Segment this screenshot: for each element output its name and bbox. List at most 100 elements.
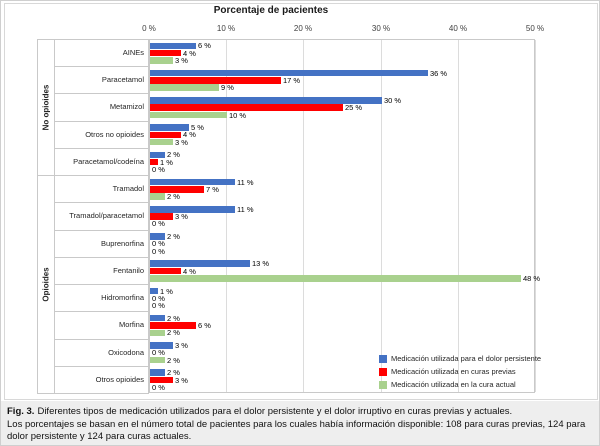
category-label: Otros no opioides <box>85 129 144 139</box>
legend-swatch <box>379 354 387 363</box>
bar-value-label: 0 % <box>152 348 165 358</box>
category-label-box: Morfina <box>54 311 149 340</box>
bar-value-label: 0 % <box>152 293 165 303</box>
bar-curas-previas <box>150 49 181 57</box>
bar-value-label: 13 % <box>252 259 270 269</box>
category-label: Paracetamol <box>101 74 144 84</box>
legend-label: Medicación utilizada en la cura actual <box>391 380 516 389</box>
bar-value-label: 0 % <box>152 239 165 249</box>
category-label: Tramadol/paracetamol <box>69 211 144 221</box>
bar-dolor-persistente <box>150 369 165 376</box>
bar-curas-previas <box>150 131 181 139</box>
bar-value-label: 11 % <box>237 204 254 214</box>
caption-line-1: Fig. 3. Diferentes tipos de medicación ut… <box>7 406 595 419</box>
category-label-box: Buprenorfina <box>54 230 149 258</box>
bar-value-label: 2 % <box>167 192 180 202</box>
bar-value-label: 2 % <box>167 150 180 160</box>
x-axis-tick-label: 10 % <box>216 24 236 33</box>
bar-dolor-persistente <box>150 287 158 295</box>
legend-swatch <box>379 367 387 376</box>
category-label-box: Tramadol/paracetamol <box>54 202 149 231</box>
group-label-box: No opioides <box>37 39 55 176</box>
x-axis-tick-label: 20 % <box>293 24 313 33</box>
bar-value-label: 0 % <box>152 382 165 392</box>
gridline <box>303 40 304 392</box>
x-axis-tick-label: 30 % <box>371 24 391 33</box>
bar-value-label: 4 % <box>183 48 196 58</box>
legend-item: Medicación utilizada en la cura actual <box>379 378 541 391</box>
x-axis-tick-label: 0 % <box>142 24 156 33</box>
bar-dolor-persistente <box>150 97 382 104</box>
bar-value-label: 3 % <box>175 56 188 65</box>
bar-dolor-persistente <box>150 206 235 213</box>
bar-value-label: 30 % <box>384 95 402 105</box>
legend-item: Medicación utilizada para el dolor persi… <box>379 352 541 365</box>
bar-value-label: 6 % <box>198 321 211 330</box>
bar-value-label: 9 % <box>221 83 234 93</box>
category-label-box: Metamizol <box>54 93 149 122</box>
bar-value-label: 3 % <box>175 137 188 147</box>
bar-dolor-persistente <box>150 260 250 267</box>
x-axis-tick-label: 40 % <box>448 24 468 33</box>
category-label: Oxicodona <box>108 347 144 357</box>
bar-value-label: 2 % <box>167 368 180 378</box>
bar-dolor-persistente <box>150 342 173 349</box>
legend-label: Medicación utilizada para el dolor persi… <box>391 354 542 363</box>
bar-value-label: 2 % <box>167 355 180 365</box>
category-label: Otros opioides <box>95 374 144 384</box>
bar-value-label: 4 % <box>183 130 196 140</box>
legend-label: Medicación utilizada en curas previas <box>391 367 516 376</box>
bar-dolor-persistente <box>150 124 189 131</box>
legend-swatch <box>379 380 387 389</box>
category-label-box: Paracetamol <box>54 66 149 94</box>
bar-dolor-persistente <box>150 178 235 186</box>
category-label-box: Hidromorfina <box>54 284 149 312</box>
bar-value-label: 3 % <box>175 340 188 350</box>
bar-curas-previas <box>150 158 158 166</box>
bar-value-label: 0 % <box>152 301 165 311</box>
bar-value-label: 1 % <box>160 157 173 167</box>
bar-value-label: 3 % <box>175 212 188 222</box>
bar-cura-actual <box>150 111 227 119</box>
caption-label: Fig. 3. <box>7 406 35 417</box>
bar-value-label: 10 % <box>229 110 247 120</box>
bar-cura-actual <box>150 329 165 336</box>
bar-curas-previas <box>150 77 281 84</box>
bar-value-label: 36 % <box>430 68 448 78</box>
bar-value-label: 48 % <box>523 273 541 283</box>
chart-title: Porcentaje de pacientes <box>213 5 329 16</box>
bar-cura-actual <box>150 356 165 364</box>
bar-curas-previas <box>150 322 196 329</box>
caption-text-1: Diferentes tipos de medicación utilizado… <box>37 406 513 417</box>
bar-cura-actual <box>150 275 521 282</box>
bar-curas-previas <box>150 213 173 220</box>
legend: Medicación utilizada para el dolor persi… <box>379 352 541 391</box>
category-label: Tramadol <box>112 183 144 193</box>
bar-value-label: 6 % <box>198 41 211 51</box>
bar-value-label: 7 % <box>206 184 219 194</box>
gridline <box>535 40 536 392</box>
chart-frame <box>4 3 598 400</box>
bar-value-label: 0 % <box>152 219 165 229</box>
bar-dolor-persistente <box>150 69 428 77</box>
bar-dolor-persistente <box>150 314 165 322</box>
bar-value-label: 2 % <box>167 313 180 323</box>
gridline <box>381 40 382 392</box>
bar-dolor-persistente <box>150 233 165 240</box>
bar-value-label: 2 % <box>167 232 180 241</box>
bar-value-label: 2 % <box>167 328 180 338</box>
group-label-box: Opioides <box>37 175 55 394</box>
category-label: Hidromorfina <box>101 292 144 302</box>
category-label: Paracetamol/codeína <box>73 156 144 166</box>
bar-value-label: 11 % <box>237 177 254 187</box>
x-axis-tick-label: 50 % <box>525 24 545 33</box>
category-label-box: Oxicodona <box>54 339 149 367</box>
bar-curas-previas <box>150 104 343 111</box>
category-label-box: Tramadol <box>54 175 149 203</box>
category-label: Morfina <box>118 320 144 330</box>
bar-value-label: 1 % <box>160 286 173 296</box>
bar-value-label: 4 % <box>183 266 196 276</box>
bar-value-label: 0 % <box>152 246 165 256</box>
bar-curas-previas <box>150 267 181 275</box>
figure-caption: Fig. 3. Diferentes tipos de medicación ut… <box>1 401 599 445</box>
